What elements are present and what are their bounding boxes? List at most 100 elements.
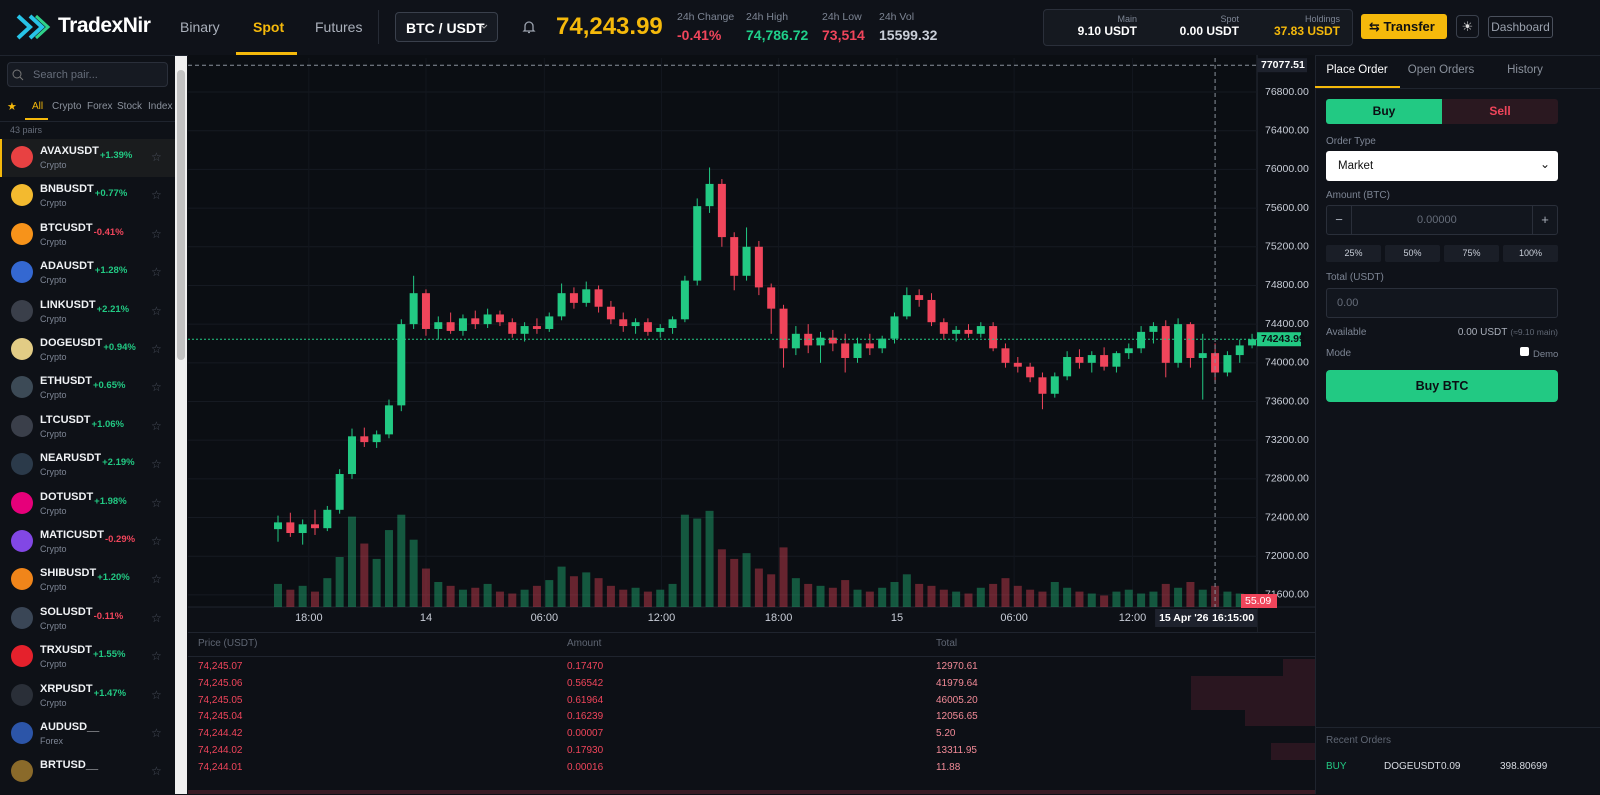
available-note: (≈9.10 main) <box>1510 327 1558 337</box>
volume-bar <box>656 589 665 607</box>
transfer-button[interactable]: ⇆ Transfer <box>1361 14 1447 39</box>
percent-button[interactable]: 75% <box>1444 245 1499 262</box>
pair-symbol: DOTUSDT+1.98% <box>40 491 127 507</box>
pair-star[interactable]: ☆ <box>151 188 162 203</box>
scroll-thumb[interactable] <box>177 70 185 360</box>
x-tick-label: 15 <box>891 612 903 624</box>
pair-star[interactable]: ☆ <box>151 687 162 702</box>
pair-star[interactable]: ☆ <box>151 572 162 587</box>
crosshair-price-tag <box>1257 58 1307 73</box>
candle-body <box>495 314 504 323</box>
percent-button[interactable]: 50% <box>1385 245 1440 262</box>
pair-icon <box>11 299 33 322</box>
candle-body <box>841 343 850 358</box>
candle-body <box>693 206 702 281</box>
pair-star[interactable]: ☆ <box>151 380 162 395</box>
pair-star[interactable]: ☆ <box>151 418 162 433</box>
pair-star[interactable]: ☆ <box>151 764 162 779</box>
divider <box>188 656 1315 657</box>
favorites-star[interactable]: ★ <box>7 101 17 113</box>
volume-bar <box>952 591 961 607</box>
candle-body <box>730 237 739 276</box>
demo-checkbox[interactable] <box>1520 347 1529 356</box>
nav-tab[interactable]: Spot <box>253 19 285 35</box>
minus-button[interactable]: − <box>1327 206 1352 234</box>
volume-bar <box>730 558 739 607</box>
book-cell: 12056.65 <box>936 711 978 723</box>
volume-bar <box>1186 582 1195 607</box>
percent-button[interactable]: 100% <box>1503 245 1558 262</box>
pair-symbol: BRTUSD__ <box>40 759 98 771</box>
candle-body <box>520 326 529 334</box>
filter-tab[interactable]: Index <box>148 101 173 112</box>
pair-symbol: SOLUSDT-0.11% <box>40 605 123 622</box>
search-box[interactable]: Search pair... <box>7 62 168 87</box>
candle-body <box>1112 353 1121 367</box>
pair-category: Crypto <box>40 313 67 324</box>
filter-tab[interactable]: Stock <box>117 101 143 112</box>
pair-star[interactable]: ☆ <box>151 226 162 241</box>
candle-body <box>360 436 369 443</box>
candle-body <box>409 293 418 325</box>
pair-category: Crypto <box>40 160 67 170</box>
pair-star[interactable]: ☆ <box>151 495 162 510</box>
pair-category: Crypto <box>40 198 67 209</box>
book-header: Amount <box>567 638 602 649</box>
plus-button[interactable]: + <box>1532 206 1557 234</box>
wallet-value: 37.83 USDT <box>1273 24 1340 38</box>
order-type-select[interactable]: Market ⌄ <box>1326 151 1558 181</box>
pair-star[interactable]: ☆ <box>151 265 162 280</box>
submit-button[interactable]: Buy BTC <box>1326 370 1558 402</box>
pair-symbol: LTCUSDT+1.06% <box>40 414 124 430</box>
panel-tab[interactable]: History <box>1507 64 1543 76</box>
filter-tab[interactable]: Forex <box>87 101 113 112</box>
panel-tab[interactable]: Place Order <box>1326 64 1388 76</box>
stat-label: 24h Vol <box>879 11 915 23</box>
depth-bar <box>1191 675 1315 693</box>
pair-count: 43 pairs <box>10 125 43 135</box>
pair-icon <box>11 530 33 552</box>
panel-tab[interactable]: Open Orders <box>1407 64 1475 76</box>
amount-input[interactable]: − 0.00000 + <box>1326 205 1558 235</box>
pair-star[interactable]: ☆ <box>151 303 162 318</box>
candle-body <box>1124 348 1133 354</box>
pair-star[interactable]: ☆ <box>151 342 162 356</box>
logo[interactable]: TradexNir <box>58 14 151 37</box>
divider <box>0 121 175 122</box>
pair-star[interactable]: ☆ <box>151 534 162 548</box>
filter-tab[interactable]: Crypto <box>52 101 82 112</box>
candle-body <box>274 522 283 530</box>
candle-body <box>1026 366 1035 378</box>
candle-body <box>335 474 344 510</box>
pair-star[interactable]: ☆ <box>151 649 162 664</box>
amount-placeholder: 0.00000 <box>1417 214 1457 226</box>
filter-tab[interactable]: All <box>32 101 44 112</box>
dashboard-button[interactable]: Dashboard <box>1488 16 1553 38</box>
transfer-label: Transfer <box>1383 19 1435 34</box>
mode-label: Mode <box>1326 348 1352 359</box>
candle-body <box>952 329 961 334</box>
volume-bar <box>1112 591 1121 607</box>
pair-category: Crypto <box>40 697 67 708</box>
pair-select[interactable]: BTC / USDT <box>395 12 498 42</box>
nav-tab[interactable]: Futures <box>315 19 363 35</box>
pair-symbol: MATICUSDT-0.29% <box>40 529 135 545</box>
pair-star[interactable]: ☆ <box>151 150 162 164</box>
pair-symbol: DOGEUSDT+0.94% <box>40 337 136 353</box>
nav-tab[interactable]: Binary <box>180 19 220 35</box>
book-cell: 74,244.01 <box>198 761 243 773</box>
buy-tab[interactable]: Buy <box>1326 99 1442 124</box>
pair-star[interactable]: ☆ <box>151 457 162 472</box>
theme-toggle[interactable]: ☀ <box>1456 15 1479 38</box>
sell-tab[interactable]: Sell <box>1442 99 1558 124</box>
candle-body <box>384 405 393 435</box>
bell-icon[interactable] <box>521 19 537 35</box>
pair-star[interactable]: ☆ <box>151 610 162 625</box>
candle-body <box>434 322 443 329</box>
pair-star[interactable]: ☆ <box>151 726 162 740</box>
candle-body <box>594 289 603 307</box>
total-input[interactable]: 0.00 <box>1326 288 1558 318</box>
pair-name: SOLUSDT <box>40 605 93 618</box>
percent-button[interactable]: 25% <box>1326 245 1381 262</box>
pair-name: BTCUSDT <box>40 221 93 234</box>
